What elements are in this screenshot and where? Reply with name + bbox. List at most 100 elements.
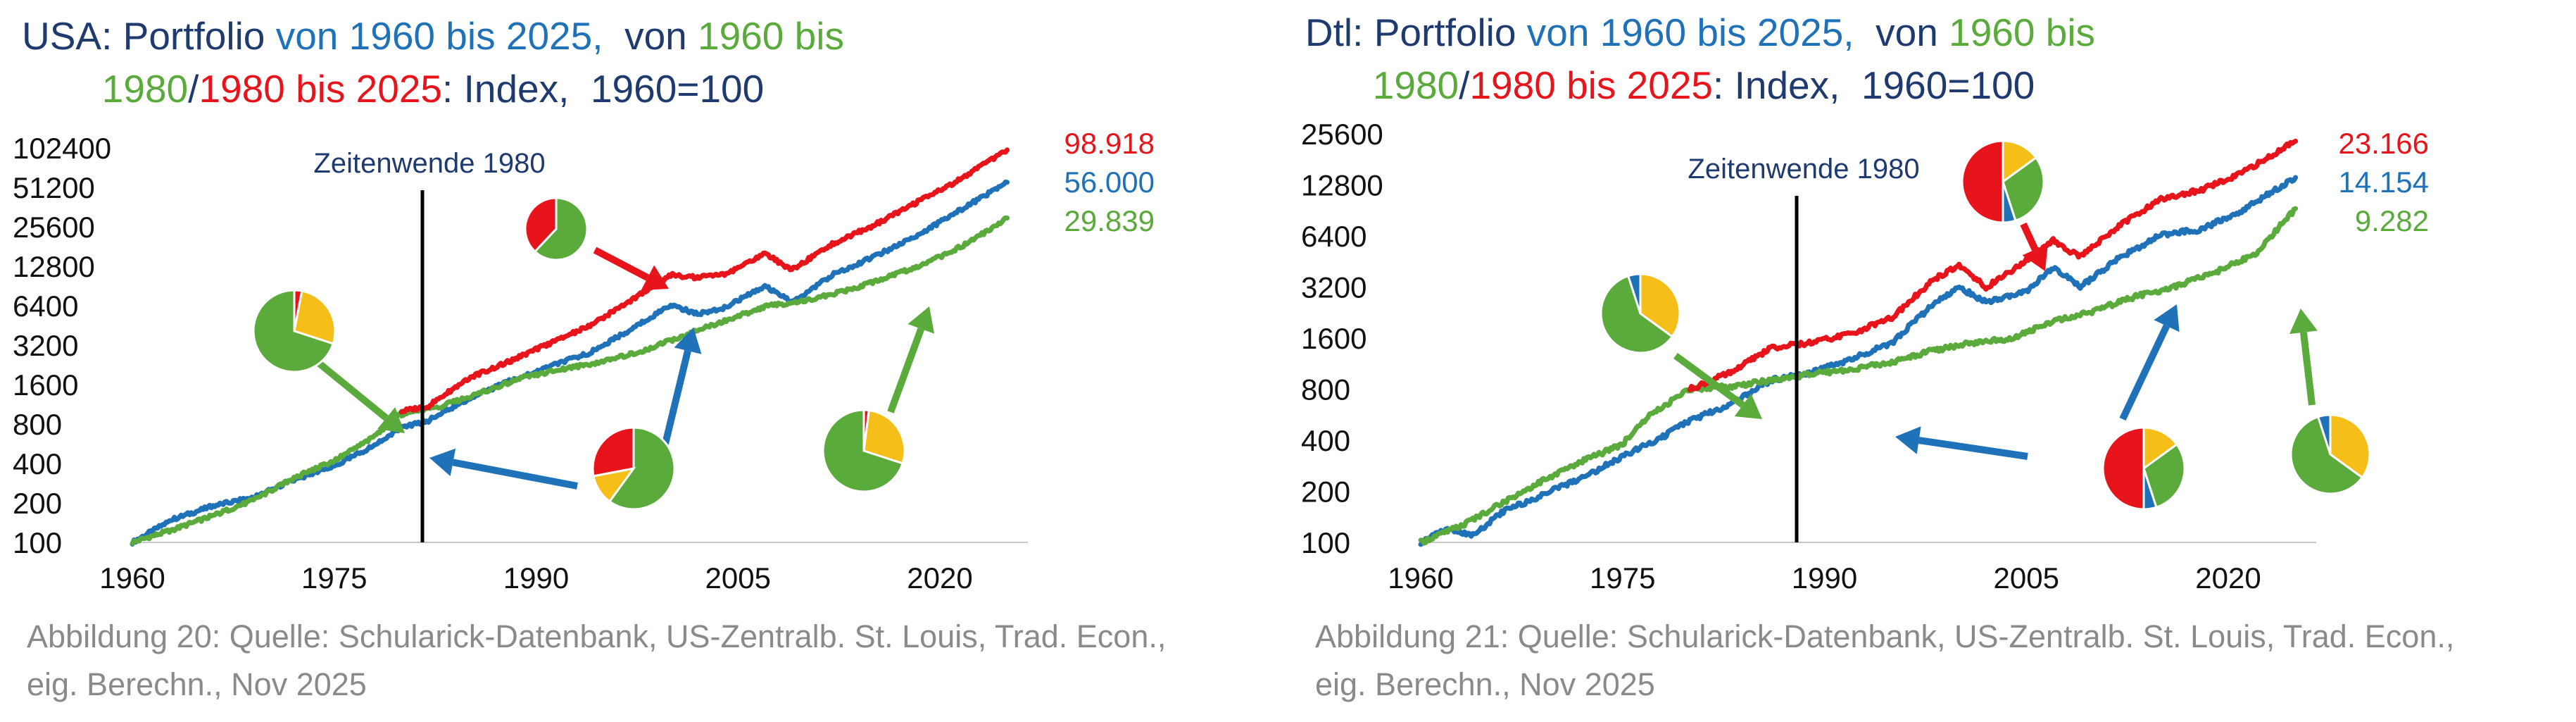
annotation-arrowhead — [1734, 393, 1762, 419]
x-tick-label: 1960 — [1388, 561, 1453, 595]
annotation-arrow — [662, 349, 691, 445]
annotation-arrow — [2020, 222, 2039, 251]
chart-title-part: 1960 bis — [698, 14, 844, 58]
caption-dtl: Abbildung 21: Quelle: Schularick-Datenba… — [1315, 613, 2512, 709]
annotation-arrowhead — [907, 306, 935, 334]
y-tick-label: 200 — [1301, 475, 1350, 509]
end-value-label: 29.839 — [1064, 204, 1155, 237]
end-value-label: 23.166 — [2339, 127, 2429, 160]
annotation-arrow — [307, 353, 389, 421]
caption-usa: Abbildung 20: Quelle: Schularick-Datenba… — [27, 613, 1224, 709]
chart-panel-usa: USA: Portfolio von 1960 bis 2025, von 19… — [13, 14, 1224, 709]
allocation-pie-slice — [1961, 139, 2004, 224]
chart-title-part: 1960 bis — [1949, 11, 2095, 54]
allocation-pie-slice — [2002, 156, 2045, 223]
caption-line-2: eig. Berechn., Nov 2025 — [27, 666, 367, 702]
chart-title-part: von — [603, 14, 698, 58]
annotation-arrow — [1918, 437, 2028, 460]
allocation-pie-slice — [822, 409, 905, 493]
y-tick-label: 25600 — [1301, 118, 1383, 151]
chart-panel-dtl: Dtl: Portfolio von 1960 bis 2025, von 19… — [1288, 0, 2576, 722]
y-tick-label: 51200 — [13, 171, 95, 204]
chart-title-part: 1980 — [1373, 63, 1459, 107]
chart-title-part: 1980 bis 2025 — [199, 67, 442, 111]
chart-title-part: Dtl: Portfolio — [1305, 11, 1527, 54]
annotation-arrow — [2299, 332, 2316, 406]
chart-title-line-2: 1980/1980 bis 2025: Index, 1960=100 — [1373, 63, 2035, 107]
series-line — [1687, 206, 2299, 394]
y-tick-label: 1600 — [13, 368, 78, 402]
caption-line-2: eig. Berechn., Nov 2025 — [1315, 666, 1655, 702]
x-tick-label: 1975 — [1590, 561, 1655, 595]
annotation-arrowhead — [2154, 304, 2180, 332]
y-tick-label: 100 — [1301, 526, 1350, 559]
annotation-arrowhead — [377, 407, 405, 433]
y-tick-label: 400 — [1301, 424, 1350, 457]
y-tick-label: 25600 — [13, 211, 95, 244]
chart-title-line-1: USA: Portfolio von 1960 bis 2025, von 19… — [22, 14, 844, 58]
x-tick-label: 2005 — [705, 561, 771, 595]
chart-title-part: / — [188, 67, 199, 111]
end-value-label: 9.282 — [2355, 204, 2429, 237]
y-tick-label: 1600 — [1301, 322, 1366, 355]
y-tick-label: 3200 — [13, 329, 78, 362]
x-tick-label: 2020 — [2195, 561, 2261, 595]
chart-title-part: 1980 bis 2025 — [1469, 63, 1713, 107]
annotation-arrow — [2119, 324, 2170, 421]
chart-title-part: 1980 — [102, 67, 188, 111]
chart-title-line-1: Dtl: Portfolio von 1960 bis 2025, von 19… — [1305, 11, 2095, 54]
caption-line-1: Abbildung 21: Quelle: Schularick-Datenba… — [1315, 618, 2455, 654]
y-tick-label: 3200 — [1301, 271, 1366, 304]
annotation-arrowhead — [429, 448, 456, 477]
chart-usa: USA: Portfolio von 1960 bis 2025, von 19… — [13, 14, 1155, 595]
series-line — [130, 409, 404, 547]
x-tick-label: 2005 — [1994, 561, 2059, 595]
end-value-label: 98.918 — [1064, 127, 1155, 160]
y-tick-label: 12800 — [1301, 169, 1383, 202]
annotation-arrowhead — [641, 265, 669, 290]
end-value-label: 14.154 — [2339, 166, 2429, 199]
x-tick-label: 2020 — [907, 561, 972, 595]
y-tick-label: 400 — [13, 447, 62, 480]
allocation-pie-slice — [862, 409, 906, 465]
chart-title-part: von 1960 bis 2025, — [276, 14, 603, 58]
allocation-pie-slice — [293, 290, 337, 345]
series-line — [1687, 138, 2299, 393]
x-tick-label: 1960 — [99, 561, 165, 595]
chart-title-line-2: 1980/1980 bis 2025: Index, 1960=100 — [102, 67, 764, 111]
chart-title-part: von 1960 bis 2025, — [1527, 11, 1854, 54]
annotation-arrow — [452, 459, 578, 490]
y-tick-label: 200 — [13, 487, 62, 520]
y-tick-label: 6400 — [1301, 220, 1366, 253]
allocation-pie-slice — [252, 289, 335, 373]
x-tick-label: 1975 — [301, 561, 367, 595]
series-line — [398, 147, 1010, 415]
allocation-pie-slice — [2316, 413, 2332, 455]
y-tick-label: 102400 — [13, 132, 111, 165]
zeitenwende-label: Zeitenwende 1980 — [313, 148, 545, 179]
allocation-pie-slice — [2142, 442, 2186, 509]
allocation-pie-slice — [2289, 415, 2364, 495]
allocation-pie-slice — [1639, 273, 1681, 338]
annotation-arrow — [887, 328, 924, 413]
x-tick-label: 1990 — [1792, 561, 1857, 595]
chart-title-part: : Index, 1960=100 — [442, 67, 764, 111]
allocation-pie-slice — [2101, 426, 2145, 511]
allocation-pie-slice — [608, 426, 676, 511]
allocation-pie-slice — [524, 197, 558, 254]
end-value-label: 56.000 — [1064, 166, 1155, 199]
chart-title-part: USA: Portfolio — [22, 14, 276, 58]
allocation-pie-slice — [533, 197, 589, 261]
annotation-arrowhead — [674, 328, 702, 354]
allocation-pie-slice — [2329, 413, 2371, 479]
series-line — [398, 215, 1010, 418]
chart-title-part: / — [1459, 63, 1470, 107]
annotation-arrow — [593, 247, 650, 281]
y-tick-label: 6400 — [13, 290, 78, 323]
series-line — [1418, 387, 1692, 546]
annotation-arrowhead — [1895, 426, 1921, 454]
series-line — [1418, 175, 2299, 547]
annotation-arrowhead — [2022, 243, 2048, 271]
y-tick-label: 100 — [13, 526, 62, 559]
chart-dtl: Dtl: Portfolio von 1960 bis 2025, von 19… — [1301, 11, 2429, 595]
